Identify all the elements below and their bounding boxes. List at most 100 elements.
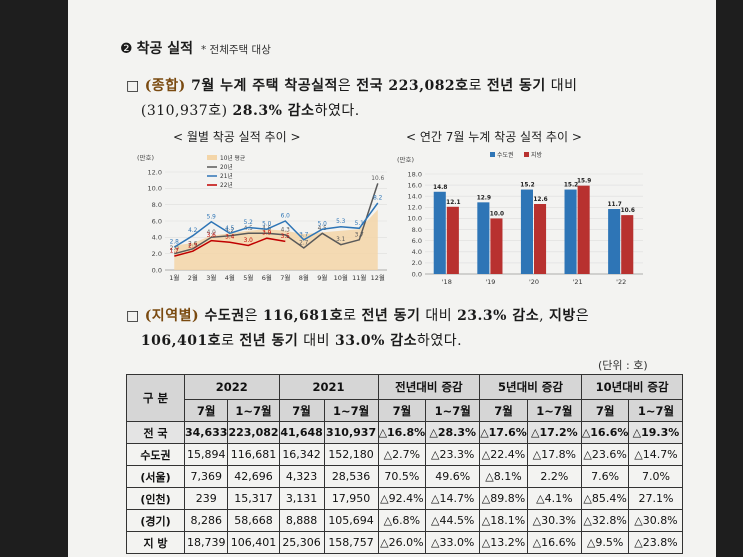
table-cell: 42,696 [227, 465, 280, 488]
x-tick-label: 1월 [169, 273, 179, 282]
text-segment: 대비 [298, 333, 335, 349]
data-label: 3.5 [281, 234, 291, 240]
x-tick-label: '19 [485, 278, 495, 286]
x-tick-label: 4월 [225, 273, 235, 282]
text-segment: 전년 동기 [361, 308, 421, 324]
column-subheader: 7월 [580, 399, 630, 422]
legend-label: 10년 평균 [220, 154, 246, 162]
bullet: □ [126, 308, 140, 324]
table-cell: 310,937 [323, 421, 379, 444]
table-cell: 4,323 [278, 465, 325, 488]
table-cell: △17.2% [526, 421, 582, 444]
legend-label: 지방 [531, 151, 543, 159]
table-row: 수도권 15,894 116,681 16,342 152,180 △2.7% △23.3%… [126, 443, 684, 466]
x-tick-label: 11월 [352, 273, 366, 282]
y-tick-label: 0.0 [412, 270, 422, 278]
table-cell: △9.5% [580, 531, 630, 554]
text-segment: 은 [575, 308, 590, 324]
table-cell: 28,536 [323, 465, 379, 488]
row-label: (서울) [126, 465, 185, 488]
table-cell: 34,633 [183, 421, 229, 444]
line [174, 183, 379, 255]
data-label: 4.5 [244, 226, 254, 232]
text-segment: 전년 동기 [239, 333, 299, 349]
x-tick-label: 6월 [262, 273, 272, 282]
data-label: 3.0 [244, 238, 254, 244]
data-label: 2.3 [188, 244, 198, 250]
header-row: 7월 1~7월 7월 1~7월 7월 1~7월 7월 1~7월 7월 1~7월 [127, 399, 684, 422]
bar [490, 218, 503, 274]
column-header: 5년대비 증감 [479, 374, 582, 400]
text-segment: (종합) [144, 78, 186, 94]
y-tick-label: 2.0 [152, 250, 162, 258]
x-tick-label: 5월 [243, 273, 253, 282]
x-tick-label: 9월 [317, 273, 327, 282]
text-segment: 106,401호 [140, 333, 222, 349]
bar [577, 185, 590, 274]
data-label: 12.1 [446, 200, 460, 206]
data-label: 15.2 [564, 183, 578, 189]
text-segment: 전국 223,082호 [356, 78, 469, 94]
section-heading: ❷ 착공 실적 * 전체주택 대상 [120, 38, 271, 58]
y-tick-label: 16.0 [408, 181, 422, 189]
x-tick-label: '18 [442, 278, 452, 286]
legend-label: 수도권 [497, 151, 514, 159]
chart-title: < 연간 7월 누계 착공 실적 추이 > [406, 130, 582, 144]
table-row: (경기) 8,286 58,668 8,888 105,694 △6.8% △44.5% △1… [126, 509, 684, 532]
table-cell: △17.8% [526, 443, 582, 466]
line [173, 202, 379, 248]
y-tick-label: 12.0 [408, 204, 422, 212]
table-cell: △18.1% [479, 509, 528, 532]
table-cell: 116,681 [227, 443, 280, 466]
x-tick-label: '21 [573, 278, 583, 286]
data-label: 15.9 [577, 179, 591, 185]
x-tick-label: 3월 [206, 273, 216, 282]
table-row: (인천) 239 15,317 3,131 17,950 △92.4% △14.7% △89.… [126, 487, 684, 510]
y-tick-label: 14.0 [408, 193, 422, 201]
table-cell: △16.6% [580, 421, 630, 444]
table-cell: 8,286 [183, 509, 229, 532]
data-label: 3.6 [207, 233, 217, 239]
legend-swatch [490, 152, 495, 157]
text-segment: 하였다. [314, 103, 360, 119]
y-tick-label: 8.0 [152, 201, 162, 209]
bar [520, 189, 533, 274]
table-cell: △23.8% [628, 531, 684, 554]
table-cell: 7,369 [183, 465, 229, 488]
line-chart: (만호) 0.0 2.0 4.0 6.0 8.0 10.0 12.0 1월 2월 3월 4월 5월 6월 7… [137, 153, 387, 282]
data-label: 4.3 [281, 227, 291, 233]
data-label: 15.2 [520, 183, 534, 189]
paragraph: □ (지역별) 수도권은 116,681호로 전년 동기 대비 23.3% 감소… [126, 304, 589, 354]
table-cell: 7.6% [580, 465, 630, 488]
y-tick-label: 6.0 [152, 217, 162, 225]
column-subheader: 7월 [278, 399, 325, 422]
data-label: 2.0 [170, 246, 180, 252]
text-segment: (310,937호) [140, 103, 233, 119]
y-axis-label: (만호) [137, 153, 154, 162]
table-cell: △2.7% [377, 443, 427, 466]
data-label: 4.0 [207, 230, 217, 236]
y-axis-label: (만호) [397, 155, 414, 164]
column-subheader: 7월 [377, 399, 427, 422]
bar [621, 215, 634, 274]
table-cell: 2.2% [526, 465, 582, 488]
header-row: 구 분 2022 2021 전년대비 증감 5년대비 증감 10년대비 증감 [126, 374, 684, 422]
data-label: 12.9 [477, 195, 491, 201]
table-cell: 15,317 [227, 487, 280, 510]
y-tick-label: 10.0 [408, 215, 422, 223]
table-cell: △22.4% [479, 443, 528, 466]
data-label: 4.2 [225, 228, 235, 234]
table-row: 지 방 18,739 106,401 25,306 158,757 △26.0% △33.0… [126, 531, 684, 554]
table-cell: 16,342 [278, 443, 325, 466]
row-label: 전 국 [126, 421, 185, 444]
text-segment: 대비 [545, 78, 578, 94]
table-cell: △28.3% [425, 421, 481, 444]
data-label: 12.6 [533, 197, 547, 203]
row-label: 지 방 [126, 531, 185, 554]
section-note: * 전체주택 대상 [200, 44, 271, 56]
line [174, 237, 286, 257]
table-cell: 70.5% [377, 465, 427, 488]
text-segment: (지역별) [144, 308, 200, 324]
data-label: 2.7 [299, 240, 309, 246]
data-label: 10.6 [621, 208, 635, 214]
